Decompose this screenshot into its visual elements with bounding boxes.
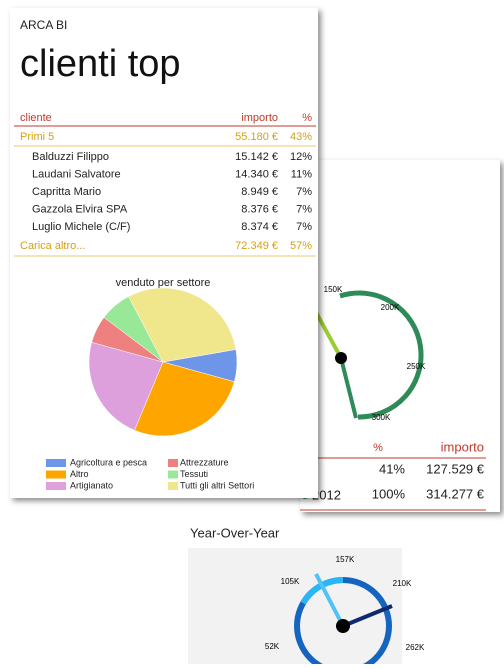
- gauge-tick: 150K: [324, 285, 343, 294]
- gauge-arc: [339, 290, 424, 420]
- cell: 41%: [379, 461, 405, 476]
- client-name: Capritta Mario: [32, 186, 101, 198]
- legend-label: Attrezzature: [180, 457, 229, 467]
- legend-label: Artigianato: [70, 480, 113, 490]
- client-value: 14.340 €: [235, 168, 278, 180]
- client-value: 15.142 €: [235, 151, 278, 163]
- yoy-hub: [336, 619, 350, 633]
- client-name: Luglio Michele (C/F): [32, 221, 130, 233]
- yoy-arc-light: [300, 576, 344, 605]
- yoy-tick: 52K: [265, 642, 280, 651]
- legend-swatch: [168, 470, 178, 479]
- client-name: Balduzzi Filippo: [32, 151, 109, 163]
- legend-swatch: [46, 482, 66, 490]
- legend-swatch: [168, 459, 178, 467]
- yoy-card: Year-Over-Year 157K 105K 210K 52K 262K: [188, 525, 425, 669]
- pie-slice: [128, 287, 237, 363]
- client-pct: 7%: [296, 221, 312, 233]
- client-value: 8.949 €: [241, 186, 278, 198]
- client-name: Gazzola Elvira SPA: [32, 203, 128, 215]
- pie-slice: [134, 361, 235, 437]
- col-header: %: [373, 442, 383, 454]
- pie-slice: [88, 341, 164, 431]
- back-card-bg: [300, 160, 500, 512]
- yoy-tick: 262K: [406, 643, 425, 652]
- cell: 127.529 €: [426, 461, 485, 476]
- client-pct: 12%: [290, 151, 312, 163]
- group-pct: 43%: [290, 131, 312, 143]
- gauge-tick: 250K: [407, 362, 426, 371]
- legend-label: Altro: [70, 469, 89, 479]
- more-value: 72.349 €: [235, 240, 278, 252]
- page-title: clienti top: [20, 43, 181, 85]
- col-header: importo: [441, 439, 484, 454]
- legend-label: Tutti gli altri Settori: [180, 480, 254, 490]
- col-header: %: [302, 112, 312, 124]
- yoy-needle: [314, 573, 345, 627]
- gauge-tick: 200K: [381, 303, 400, 312]
- group-value: 55.180 €: [235, 131, 278, 143]
- yoy-needle: [342, 604, 393, 628]
- yoy-panel: [188, 548, 402, 664]
- client-value: 8.374 €: [241, 221, 278, 233]
- legend-swatch: [46, 470, 66, 479]
- legend-swatch: [168, 482, 178, 490]
- cell: 100%: [372, 486, 406, 501]
- col-header: importo: [241, 112, 278, 124]
- load-more[interactable]: Carica altro...: [20, 240, 85, 252]
- cell: 2012: [312, 487, 341, 502]
- yoy-tick: 157K: [336, 555, 355, 564]
- front-card: ARCA BI clienti top cliente importo % Pr…: [10, 8, 318, 498]
- cell: 314.277 €: [426, 486, 485, 501]
- gauge-hub: [335, 352, 347, 364]
- legend-swatch: [46, 459, 66, 467]
- yoy-title: Year-Over-Year: [190, 525, 280, 540]
- legend-label: Agricoltura e pesca: [70, 457, 147, 467]
- yoy-tick: 210K: [393, 579, 412, 588]
- client-pct: 7%: [296, 186, 312, 198]
- legend-label: Tessuti: [180, 469, 208, 479]
- group-label: Primi 5: [20, 131, 54, 143]
- client-value: 8.376 €: [241, 203, 278, 215]
- client-name: Laudani Salvatore: [32, 168, 121, 180]
- back-card: 150K 200K 250K 300K % importo 41% 127.52…: [300, 160, 500, 512]
- yoy-tick: 105K: [281, 577, 300, 586]
- app-name: ARCA BI: [20, 18, 67, 32]
- gauge-tick: 300K: [372, 413, 391, 422]
- chart-title: venduto per settore: [116, 277, 211, 289]
- col-header: cliente: [20, 112, 52, 124]
- more-pct: 57%: [290, 240, 312, 252]
- gauge-needle: [339, 357, 358, 419]
- client-pct: 7%: [296, 203, 312, 215]
- client-pct: 11%: [291, 168, 312, 180]
